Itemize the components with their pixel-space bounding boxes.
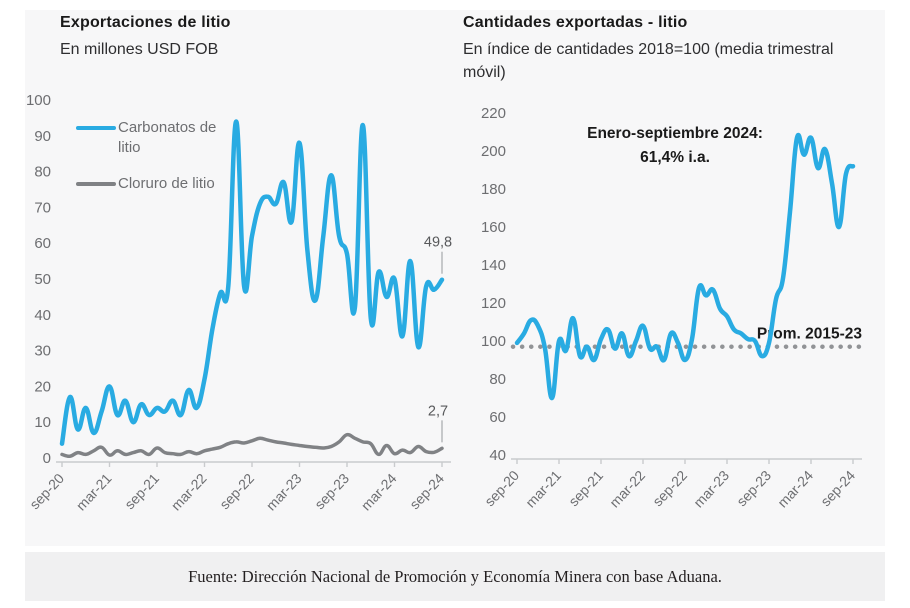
cloruro-line-swatch xyxy=(76,181,116,186)
ytd-growth-annotation: Enero-septiembre 2024: 61,4% i.a. xyxy=(545,122,805,170)
y-tick-label: 70 xyxy=(34,199,51,216)
y-tick-label: 20 xyxy=(34,378,51,395)
x-tick-label: mar-21 xyxy=(522,467,564,511)
series-line xyxy=(59,119,445,446)
y-tick-label: 100 xyxy=(481,333,506,350)
y-tick-label: 120 xyxy=(481,295,506,312)
x-tick-label: sep-22 xyxy=(216,470,257,512)
right-chart-title: Cantidades exportadas - litio xyxy=(463,14,688,31)
left-chart-title: Exportaciones de litio xyxy=(60,14,231,31)
y-tick-label: 0 xyxy=(43,450,51,467)
y-tick-label: 200 xyxy=(481,143,506,160)
x-tick-label: sep-20 xyxy=(481,467,522,509)
legend: Carbonatos de litio Cloruro de litio xyxy=(76,118,226,209)
x-tick-label: mar-23 xyxy=(263,470,305,514)
reference-line-label: Prom. 2015-23 xyxy=(757,326,862,343)
y-tick-label: 60 xyxy=(489,409,506,426)
series-line xyxy=(60,432,444,459)
legend-item-carbonatos: Carbonatos de litio xyxy=(76,118,226,159)
right-chart-subtitle: En índice de cantidades 2018=100 (media … xyxy=(463,41,834,82)
source-band: Fuente: Dirección Nacional de Promoción … xyxy=(25,552,885,601)
y-tick-label: 180 xyxy=(481,181,506,198)
legend-label-carbonatos: Carbonatos de litio xyxy=(118,119,217,157)
x-tick-label: sep-24 xyxy=(817,467,858,509)
y-tick-label: 40 xyxy=(489,447,506,464)
legend-item-cloruro: Cloruro de litio xyxy=(76,174,226,194)
y-tick-label: 10 xyxy=(34,414,51,431)
x-tick-label: mar-21 xyxy=(73,470,115,514)
y-tick-label: 100 xyxy=(26,92,51,109)
y-tick-label: 90 xyxy=(34,128,51,145)
x-tick-label: sep-21 xyxy=(121,470,162,512)
y-tick-label: 30 xyxy=(34,343,51,360)
y-tick-label: 50 xyxy=(34,271,51,288)
x-tick-label: sep-23 xyxy=(311,470,352,512)
carbonatos-line-swatch xyxy=(76,126,116,130)
x-tick-label: sep-21 xyxy=(565,467,606,509)
x-tick-label: sep-22 xyxy=(649,467,690,509)
series-line xyxy=(514,132,856,401)
y-tick-label: 160 xyxy=(481,219,506,236)
x-tick-label: sep-20 xyxy=(26,470,67,512)
source-text: Fuente: Dirección Nacional de Promoción … xyxy=(188,566,722,586)
exports-line-chart: 0 10 20 30 40 50 60 70 80 90 100 sep-20 mar-21 sep-21… xyxy=(26,92,452,514)
x-tick-label: mar-22 xyxy=(606,467,648,511)
annotation-line1: Enero-septiembre 2024: xyxy=(587,125,763,142)
end-value-label: 49,8 xyxy=(424,235,452,251)
legend-label-cloruro: Cloruro de litio xyxy=(118,174,215,192)
x-tick-label: sep-23 xyxy=(733,467,774,509)
y-tick-label: 60 xyxy=(34,235,51,252)
x-tick-label: mar-24 xyxy=(774,467,816,511)
y-tick-label: 80 xyxy=(34,164,51,181)
left-chart-subtitle: En millones USD FOB xyxy=(60,41,219,58)
y-tick-label: 80 xyxy=(489,371,506,388)
x-tick-label: mar-22 xyxy=(168,470,210,514)
y-tick-label: 40 xyxy=(34,307,51,324)
x-tick-label: mar-23 xyxy=(690,467,732,511)
x-tick-label: mar-24 xyxy=(358,470,400,514)
end-value-label: 2,7 xyxy=(428,403,448,419)
y-tick-label: 140 xyxy=(481,257,506,274)
y-tick-label: 220 xyxy=(481,105,506,122)
annotation-line2: 61,4% i.a. xyxy=(640,149,710,167)
figure-panel xyxy=(25,10,885,546)
x-tick-label: sep-24 xyxy=(406,470,447,512)
